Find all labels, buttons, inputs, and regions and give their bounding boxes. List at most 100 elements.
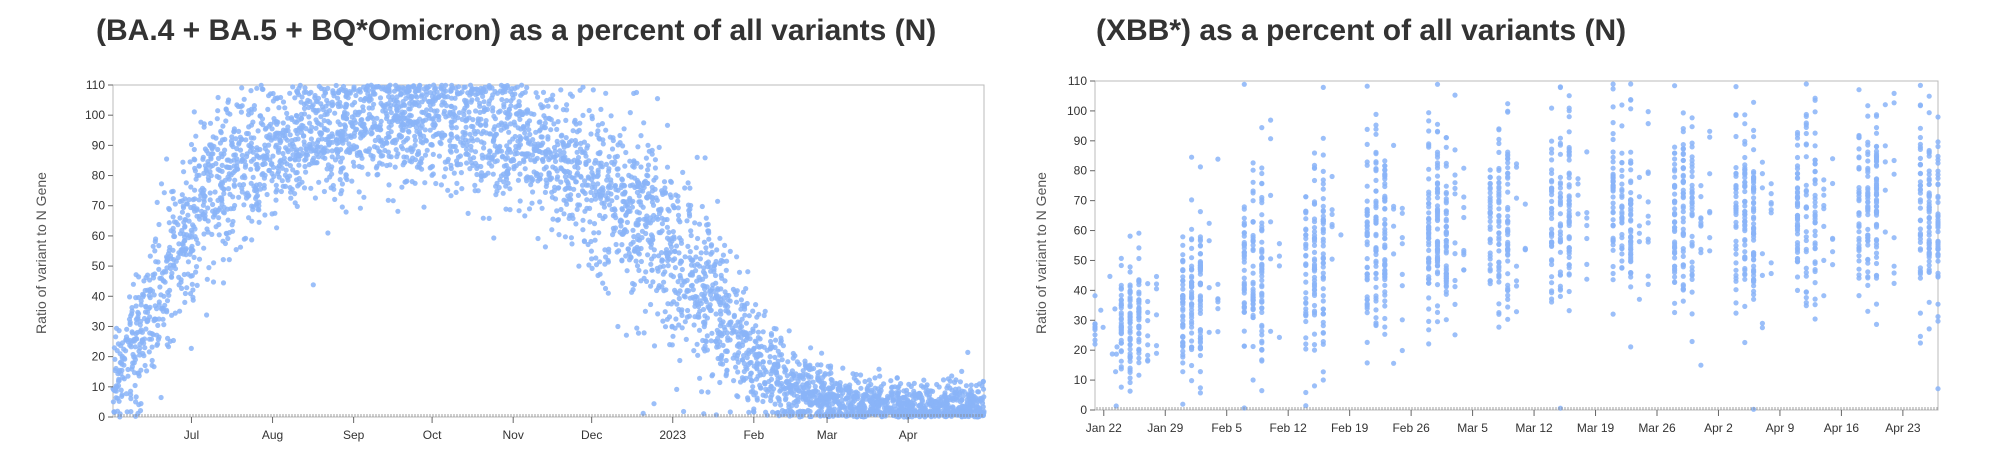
- data-point: [558, 133, 564, 139]
- data-point: [308, 185, 314, 191]
- data-point: [472, 149, 479, 155]
- data-point: [882, 413, 889, 419]
- data-point: [1865, 113, 1871, 119]
- data-point: [893, 390, 899, 396]
- data-point: [222, 240, 228, 247]
- data-point: [219, 162, 225, 168]
- data-point: [251, 106, 257, 112]
- data-point: [610, 225, 617, 231]
- data-point: [300, 150, 306, 156]
- data-point: [467, 131, 473, 137]
- data-point: [564, 102, 570, 108]
- data-point: [623, 332, 630, 338]
- data-point: [1197, 251, 1203, 257]
- data-point: [607, 134, 613, 140]
- data-point: [123, 348, 129, 354]
- data-point: [354, 150, 360, 156]
- data-point: [762, 381, 768, 387]
- data-point: [335, 90, 342, 96]
- data-point: [269, 126, 275, 132]
- data-point: [860, 393, 866, 399]
- data-point: [546, 157, 552, 163]
- y-tick-label: 110: [86, 78, 105, 92]
- data-point: [1549, 215, 1555, 222]
- data-point: [1926, 93, 1932, 99]
- data-point: [599, 164, 605, 170]
- data-point: [540, 104, 547, 110]
- data-point: [288, 189, 294, 195]
- data-point: [180, 159, 186, 165]
- data-point: [565, 159, 571, 165]
- data-point: [417, 131, 423, 138]
- data-point: [226, 230, 232, 236]
- data-point: [701, 265, 707, 271]
- data-point: [786, 328, 792, 334]
- data-point: [505, 180, 511, 186]
- data-point: [479, 152, 485, 158]
- data-point: [662, 309, 668, 315]
- data-point: [1566, 193, 1572, 199]
- x-axis: Jul Aug Sep Oct Nov Dec 2023 Feb Mar Apr: [184, 417, 917, 442]
- data-point: [137, 408, 144, 414]
- data-point: [605, 195, 611, 201]
- data-point: [123, 391, 129, 397]
- data-point: [521, 159, 527, 165]
- data-point: [919, 397, 925, 403]
- data-point: [624, 268, 630, 274]
- data-point: [549, 227, 555, 233]
- data-point: [280, 99, 287, 105]
- data-point: [562, 174, 569, 180]
- data-point: [795, 378, 801, 384]
- data-point: [478, 122, 484, 128]
- data-point: [585, 143, 591, 149]
- data-point: [184, 201, 190, 207]
- data-point: [1566, 288, 1572, 295]
- data-point: [474, 96, 480, 102]
- data-point: [173, 258, 179, 264]
- data-point: [225, 186, 232, 192]
- data-point: [550, 92, 556, 98]
- data-point: [497, 177, 503, 183]
- data-point: [386, 83, 392, 90]
- data-point: [850, 371, 856, 377]
- data-point: [441, 93, 447, 99]
- data-point: [540, 89, 547, 95]
- data-point: [1311, 383, 1318, 389]
- data-point: [517, 171, 523, 177]
- data-point: [384, 113, 390, 119]
- data-point: [968, 387, 974, 393]
- data-point: [549, 189, 555, 195]
- data-point: [600, 185, 606, 191]
- data-point: [743, 320, 750, 326]
- y-tick-label: 100: [85, 108, 105, 122]
- data-point: [677, 272, 683, 279]
- data-point: [644, 180, 650, 186]
- data-point: [975, 389, 982, 395]
- data-point: [181, 169, 187, 175]
- data-point: [200, 202, 206, 208]
- data-point: [388, 97, 394, 103]
- data-point: [454, 180, 460, 186]
- data-point: [193, 133, 199, 139]
- data-point: [443, 103, 449, 109]
- data-point: [276, 105, 282, 111]
- data-point: [474, 171, 480, 178]
- data-point: [702, 155, 708, 161]
- data-point: [351, 86, 357, 92]
- data-point: [199, 190, 205, 196]
- data-point: [667, 342, 673, 348]
- data-point: [303, 126, 309, 132]
- data-point: [1865, 103, 1871, 109]
- data-point: [304, 150, 310, 156]
- data-point: [551, 121, 557, 127]
- data-point: [628, 241, 634, 247]
- data-point: [491, 235, 497, 241]
- data-point: [966, 406, 972, 412]
- data-point: [239, 85, 245, 91]
- data-point: [442, 159, 448, 165]
- data-point: [185, 259, 191, 265]
- data-point: [419, 109, 425, 115]
- data-point: [135, 309, 141, 315]
- data-point: [674, 386, 680, 392]
- data-point: [631, 234, 637, 240]
